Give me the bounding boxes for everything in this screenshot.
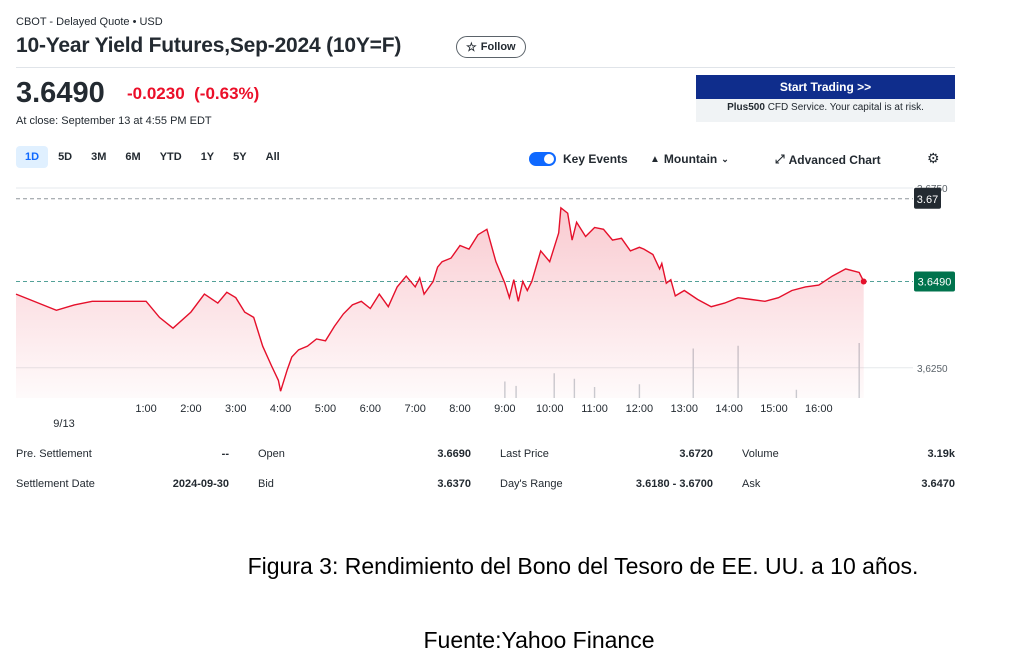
range-ytd[interactable]: YTD	[159, 151, 182, 163]
range-5d[interactable]: 5D	[58, 151, 73, 163]
x-tick-label: 4:00	[270, 403, 291, 415]
x-tick-label: 16:00	[805, 403, 833, 415]
stat-settlement-date: Settlement Date 2024-09-30	[16, 478, 229, 490]
price-change: -0.0230 (-0.63%)	[127, 84, 259, 104]
last-price-badge	[914, 271, 955, 292]
stat-value: 3.6470	[921, 478, 955, 490]
stat-label: Ask	[742, 478, 761, 490]
range-all[interactable]: All	[265, 151, 280, 163]
figure-source: Fuente:Yahoo Finance	[423, 627, 655, 653]
x-tick-label: 14:00	[715, 403, 743, 415]
last-price-label: 3.6490	[918, 276, 952, 288]
stat-label: Bid	[258, 478, 274, 490]
mountain-icon: ▲	[650, 153, 660, 165]
ad-disclaimer: Plus500 CFD Service. Your capital is at …	[696, 102, 955, 113]
x-tick-label: 1:00	[135, 403, 156, 415]
stat-value: 3.6370	[437, 478, 471, 490]
price-chart[interactable]: 3,62503,67501:002:003:004:005:006:007:00…	[0, 168, 1026, 438]
range-6m[interactable]: 6M	[125, 151, 141, 163]
stat-value: 3.6720	[679, 448, 713, 460]
key-events-label: Key Events	[563, 152, 628, 166]
range-selector: 1D 5D 3M 6M YTD 1Y 5Y All	[16, 146, 290, 168]
x-tick-label: 5:00	[315, 403, 336, 415]
stat-label: Open	[258, 448, 285, 460]
stat-open: Open 3.6690	[258, 448, 471, 460]
range-5y[interactable]: 5Y	[233, 151, 247, 163]
stat-value: 3.19k	[927, 448, 955, 460]
stat-pre-settlement: Pre. Settlement --	[16, 448, 229, 460]
star-icon: ☆	[466, 40, 477, 54]
x-tick-label: 15:00	[760, 403, 788, 415]
change-percent: (-0.63%)	[194, 84, 260, 103]
previous-close-badge	[914, 187, 941, 209]
stats-table: Pre. Settlement -- Open 3.6690 Last Price 3…	[16, 448, 956, 508]
chevron-down-icon: ⌄	[721, 153, 729, 164]
x-tick-label: 13:00	[670, 403, 698, 415]
gear-icon[interactable]: ⚙	[927, 150, 940, 166]
y-tick-label: 3,6250	[917, 364, 948, 375]
stat-label: Volume	[742, 448, 779, 460]
follow-button[interactable]: ☆ Follow	[456, 36, 526, 58]
key-events-toggle[interactable]	[529, 152, 556, 166]
change-value: -0.0230	[127, 84, 185, 103]
stat-label: Last Price	[500, 448, 549, 460]
stat-value: --	[221, 448, 229, 460]
x-tick-label: 8:00	[449, 403, 470, 415]
stat-value: 2024-09-30	[172, 478, 229, 490]
exchange-info: CBOT - Delayed Quote • USD	[16, 16, 163, 28]
advanced-chart-label: Advanced Chart	[788, 152, 881, 167]
figure-caption: Figura 3: Rendimiento del Bono del Tesor…	[247, 553, 919, 579]
stats-row: Settlement Date 2024-09-30 Bid 3.6370 Day'…	[16, 478, 956, 508]
chart-type-dropdown[interactable]: ▲ Mountain ⌄	[650, 152, 729, 166]
x-tick-label: 12:00	[626, 403, 654, 415]
start-trading-button[interactable]: Start Trading >>	[696, 75, 955, 99]
x-tick-label: 2:00	[180, 403, 201, 415]
page-title: 10-Year Yield Futures,Sep-2024 (10Y=F)	[16, 34, 402, 57]
stat-label: Pre. Settlement	[16, 448, 92, 460]
stat-label: Day's Range	[500, 478, 563, 490]
price-area	[16, 207, 864, 398]
stat-volume: Volume 3.19k	[742, 448, 955, 460]
stat-value: 3.6690	[437, 448, 471, 460]
x-tick-label: 7:00	[404, 403, 425, 415]
close-timestamp: At close: September 13 at 4:55 PM EDT	[16, 115, 212, 127]
x-tick-label: 10:00	[536, 403, 564, 415]
stat-label: Settlement Date	[16, 478, 95, 490]
last-price-dot	[860, 278, 867, 285]
previous-close-label: 3.67	[917, 194, 938, 206]
range-1y[interactable]: 1Y	[200, 151, 215, 163]
follow-label: Follow	[480, 41, 516, 53]
ad-brand: Plus500	[727, 102, 765, 113]
x-tick-label: 6:00	[360, 403, 381, 415]
divider	[16, 67, 955, 68]
stat-last-price: Last Price 3.6720	[500, 448, 713, 460]
x-tick-label: 9:00	[494, 403, 515, 415]
stat-days-range: Day's Range 3.6180 - 3.6700	[500, 478, 713, 490]
expand-icon: ⤢	[775, 152, 785, 166]
range-3m[interactable]: 3M	[91, 151, 107, 163]
stats-row: Pre. Settlement -- Open 3.6690 Last Price 3…	[16, 448, 956, 478]
stat-value: 3.6180 - 3.6700	[635, 478, 713, 490]
stat-ask: Ask 3.6470	[742, 478, 955, 490]
price-line	[15, 206, 865, 392]
ad-note-text: CFD Service. Your capital is at risk.	[764, 102, 924, 113]
current-price: 3.6490	[16, 77, 105, 109]
chart-type-label: Mountain	[663, 152, 718, 166]
advanced-chart-button[interactable]: ⤢ Advanced Chart	[775, 152, 881, 167]
stat-bid: Bid 3.6370	[258, 478, 471, 490]
range-1d[interactable]: 1D	[16, 146, 49, 168]
date-label: 9/13	[53, 418, 74, 430]
x-tick-label: 3:00	[225, 403, 246, 415]
x-tick-label: 11:00	[581, 403, 608, 415]
